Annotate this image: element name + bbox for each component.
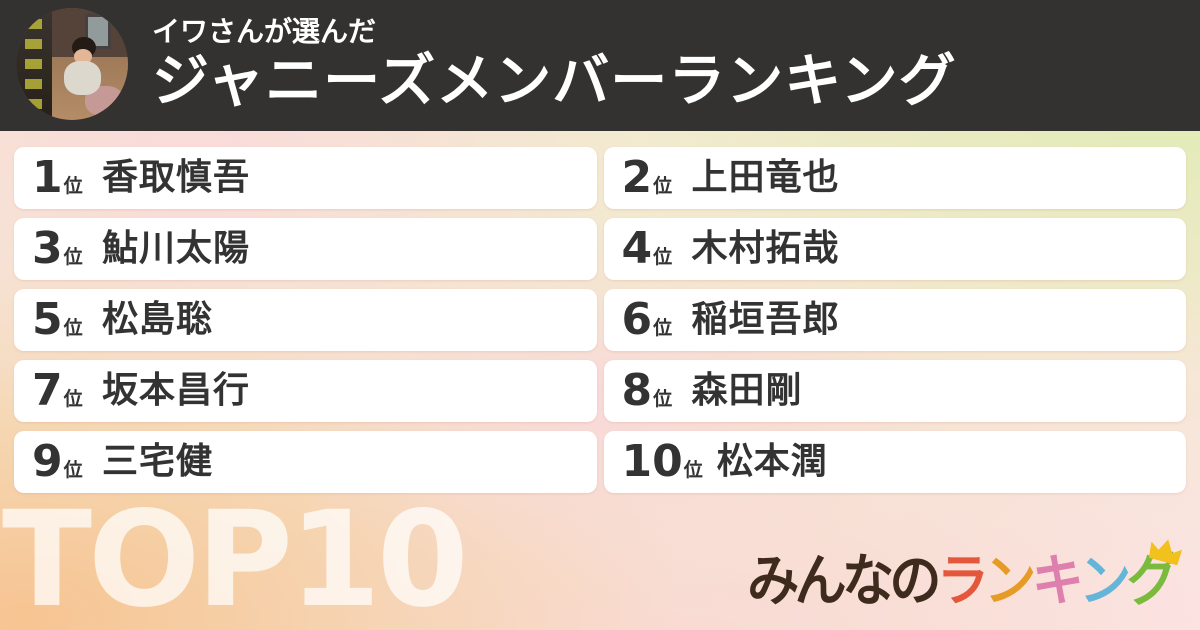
logo-char: ン xyxy=(984,549,1036,615)
rank-number: 8 xyxy=(621,365,653,416)
ranking-card: 10 位 松本潤 xyxy=(603,431,1186,493)
rank-number: 1 xyxy=(32,152,63,203)
ranked-member-name: 松島聡 xyxy=(102,299,214,340)
rank-number: 3 xyxy=(32,223,63,274)
rank-suffix-label: 位 xyxy=(63,459,83,481)
ranked-member-name: 三宅健 xyxy=(102,441,214,482)
rank-number: 4 xyxy=(621,223,653,274)
rank-number: 10 xyxy=(621,436,683,487)
logo-text: みんなのランキング xyxy=(747,551,1174,613)
rank-suffix-label: 位 xyxy=(63,246,83,268)
rank-suffix-label: 位 xyxy=(653,317,673,339)
rank-suffix-label: 位 xyxy=(63,175,83,197)
logo-prefix: みんなの xyxy=(747,549,941,615)
rank-number: 5 xyxy=(32,294,63,345)
rank-suffix-label: 位 xyxy=(63,388,83,410)
rank-suffix-label: 位 xyxy=(653,175,673,197)
page-title: ジャニーズメンバーランキング xyxy=(152,48,957,114)
ranked-member-name: 松本潤 xyxy=(716,441,828,482)
ranked-member-name: 稲垣吾郎 xyxy=(691,299,840,340)
rank-suffix-label: 位 xyxy=(683,459,703,481)
avatar-art xyxy=(64,60,102,96)
ranked-member-name: 坂本昌行 xyxy=(102,370,251,411)
rank-number: 9 xyxy=(32,436,63,487)
avatar-art xyxy=(24,19,42,109)
ranked-member-name: 木村拓哉 xyxy=(691,228,840,269)
rank-suffix-label: 位 xyxy=(653,388,673,410)
ranked-member-name: 上田竜也 xyxy=(691,157,840,198)
logo-last-char-wrap: グ xyxy=(1127,551,1174,613)
rank-suffix-label: 位 xyxy=(653,246,673,268)
rank-number: 2 xyxy=(621,152,653,203)
rank-number: 6 xyxy=(621,294,653,345)
header-bar xyxy=(0,0,1200,131)
chooser-subtitle: イワさんが選んだ xyxy=(152,15,377,48)
ranked-member-name: 香取慎吾 xyxy=(102,157,251,198)
top10-watermark: TOP10 xyxy=(2,483,469,630)
logo-char: キ xyxy=(1031,549,1084,615)
rank-number: 7 xyxy=(32,365,63,416)
ranked-member-name: 森田剛 xyxy=(691,370,803,411)
ranked-member-name: 鮎川太陽 xyxy=(102,228,251,269)
minna-no-ranking-logo: みんなのランキング xyxy=(715,541,1174,613)
logo-char: ン xyxy=(1079,549,1131,615)
avatar xyxy=(16,8,128,120)
avatar-art xyxy=(74,49,93,64)
rank-badge: 10 位 xyxy=(622,440,703,484)
header-text-block: イワさんが選んだ ジャニーズメンバーランキング xyxy=(152,14,957,113)
logo-char: ラ xyxy=(936,549,989,615)
rank-suffix-label: 位 xyxy=(63,317,83,339)
